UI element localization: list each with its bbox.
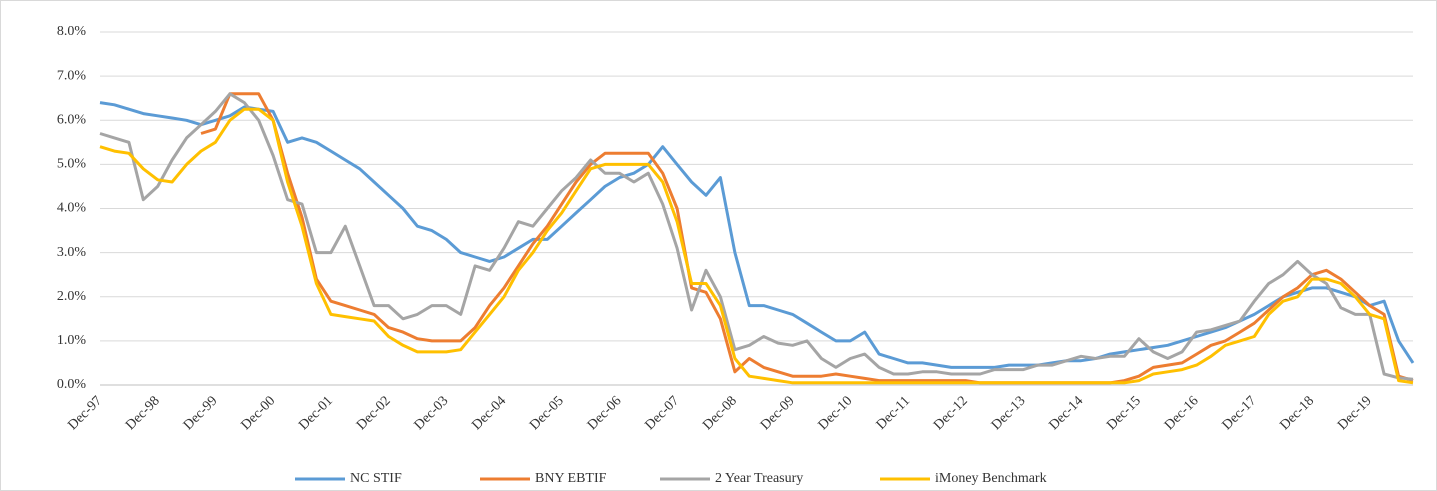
- legend-label: iMoney Benchmark: [935, 471, 1047, 486]
- y-tick-label: 0.0%: [57, 377, 87, 392]
- series-line: [99, 107, 1414, 385]
- legend-label: BNY EBTIF: [535, 471, 607, 486]
- y-tick-label: 5.0%: [57, 157, 87, 172]
- y-tick-label: 2.0%: [57, 289, 87, 304]
- y-tick-label: 4.0%: [57, 201, 87, 216]
- y-tick-label: 1.0%: [57, 333, 87, 348]
- series-line: [200, 92, 1414, 385]
- y-tick-label: 7.0%: [57, 68, 87, 83]
- y-tick-label: 3.0%: [57, 245, 87, 260]
- legend-label: NC STIF: [350, 471, 402, 486]
- y-tick-label: 6.0%: [57, 112, 87, 127]
- series-line: [99, 92, 1414, 381]
- y-tick-label: 8.0%: [57, 24, 87, 39]
- legend-label: 2 Year Treasury: [715, 471, 803, 486]
